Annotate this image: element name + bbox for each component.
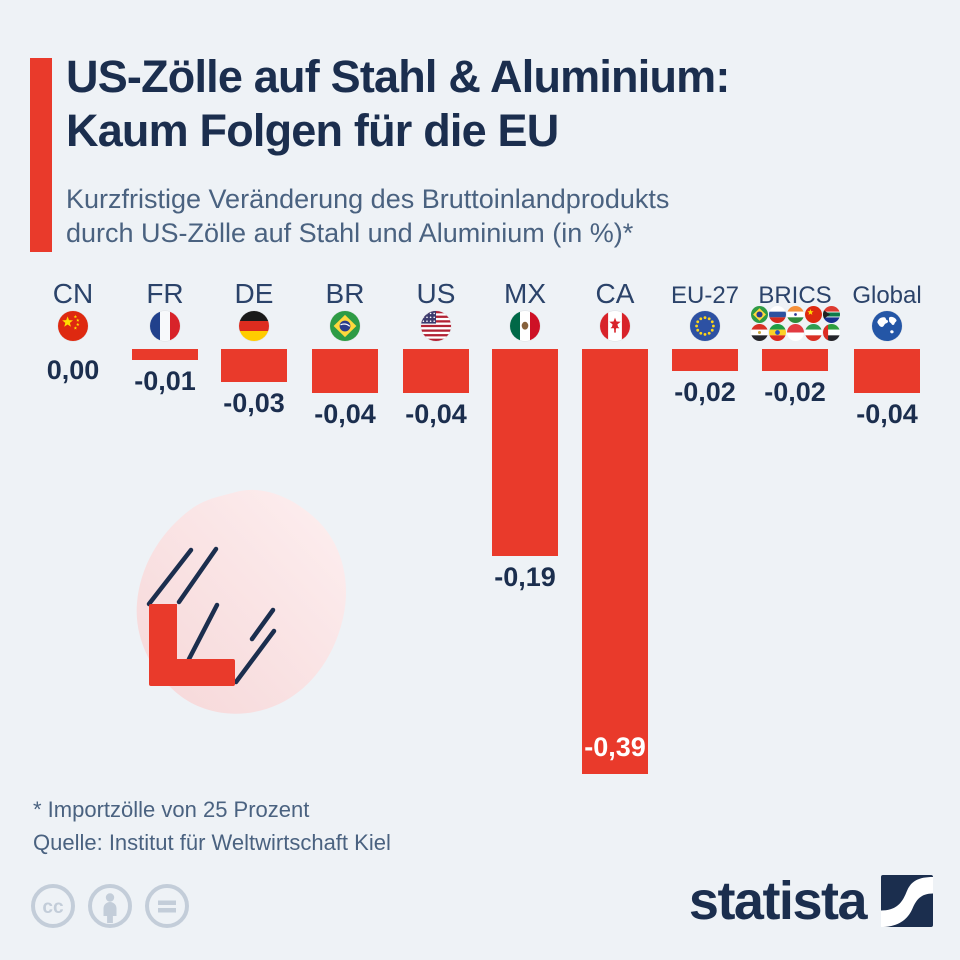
flags-brics xyxy=(749,306,841,341)
category-label-br: BR xyxy=(325,278,365,309)
flag-cn-icon xyxy=(58,311,88,341)
bar-eu27 xyxy=(672,349,738,371)
flag-mx-icon xyxy=(510,311,540,341)
statista-wordmark: statista xyxy=(688,871,868,931)
statista-branding: statista xyxy=(689,874,933,928)
value-label-ca: -0,39 xyxy=(584,732,646,762)
bar-brics xyxy=(762,349,828,371)
bar-mx xyxy=(492,349,558,556)
no-derivatives-icon xyxy=(145,884,189,928)
cc-icon: cc xyxy=(31,884,75,928)
statista-logo-icon xyxy=(881,875,933,927)
flag-cn-icon xyxy=(804,306,822,323)
flag-id-icon xyxy=(786,324,804,341)
title-accent-bar xyxy=(30,58,52,252)
globe-icon xyxy=(872,311,902,341)
value-label-us: -0,04 xyxy=(405,399,467,429)
flag-in-icon xyxy=(786,306,804,323)
category-label-global: Global xyxy=(852,282,922,309)
value-label-fr: -0,01 xyxy=(134,366,196,396)
value-label-de: -0,03 xyxy=(223,388,285,418)
title-line-1: US-Zölle auf Stahl & Aluminium: xyxy=(66,51,730,102)
page-subtitle: Kurzfristige Veränderung des Bruttoinlan… xyxy=(66,183,669,251)
category-label-eu27: EU-27 xyxy=(670,282,740,309)
category-label-de: DE xyxy=(234,278,274,309)
angle-steel-shape xyxy=(149,604,235,686)
source-note: Quelle: Institut für Weltwirtschaft Kiel xyxy=(33,830,391,855)
category-label-cn: CN xyxy=(52,278,94,309)
flag-br-icon xyxy=(750,306,768,323)
page-title: US-Zölle auf Stahl & Aluminium: Kaum Fol… xyxy=(66,50,730,158)
value-label-br: -0,04 xyxy=(314,399,376,429)
hatch-lines xyxy=(146,546,277,685)
flag-ca-icon xyxy=(600,311,630,341)
title-line-2: Kaum Folgen für die EU xyxy=(66,105,559,156)
flag-ae-icon xyxy=(822,324,840,341)
flag-eu-icon xyxy=(690,311,720,341)
flag-fr-icon xyxy=(150,311,180,341)
flag-et-icon xyxy=(768,324,786,341)
category-label-us: US xyxy=(416,278,456,309)
flag-br-icon xyxy=(330,311,360,341)
category-label-ca: CA xyxy=(595,278,635,309)
svg-text:cc: cc xyxy=(42,897,64,918)
value-label-eu27: -0,02 xyxy=(674,377,736,407)
flag-ru-icon xyxy=(768,306,786,323)
bar-global xyxy=(854,349,920,393)
attribution-icon xyxy=(88,884,132,928)
value-label-mx: -0,19 xyxy=(494,562,556,592)
flag-de-icon xyxy=(239,311,269,341)
bar-de xyxy=(221,349,287,382)
value-label-brics: -0,02 xyxy=(764,377,826,407)
bar-fr xyxy=(132,349,198,360)
license-badges: cc xyxy=(30,883,190,929)
category-label-brics: BRICS xyxy=(758,282,832,309)
bar-us xyxy=(403,349,469,393)
flag-za-icon xyxy=(822,306,840,323)
subtitle-line-1: Kurzfristige Veränderung des Bruttoinlan… xyxy=(66,184,670,214)
subtitle-line-2: durch US-Zölle auf Stahl und Aluminium (… xyxy=(66,217,634,248)
flag-ir-icon xyxy=(804,324,822,341)
bar-br xyxy=(312,349,378,393)
steel-profile-illustration xyxy=(136,489,347,714)
category-label-mx: MX xyxy=(504,278,546,309)
category-label-fr: FR xyxy=(146,278,184,309)
value-label-cn: 0,00 xyxy=(46,355,100,385)
footnote-asterisk: * Importzölle von 25 Prozent xyxy=(33,797,310,822)
flag-eg-icon xyxy=(750,324,768,341)
bar-ca xyxy=(582,349,648,774)
flag-us-icon xyxy=(421,311,451,341)
value-label-global: -0,04 xyxy=(856,399,918,429)
